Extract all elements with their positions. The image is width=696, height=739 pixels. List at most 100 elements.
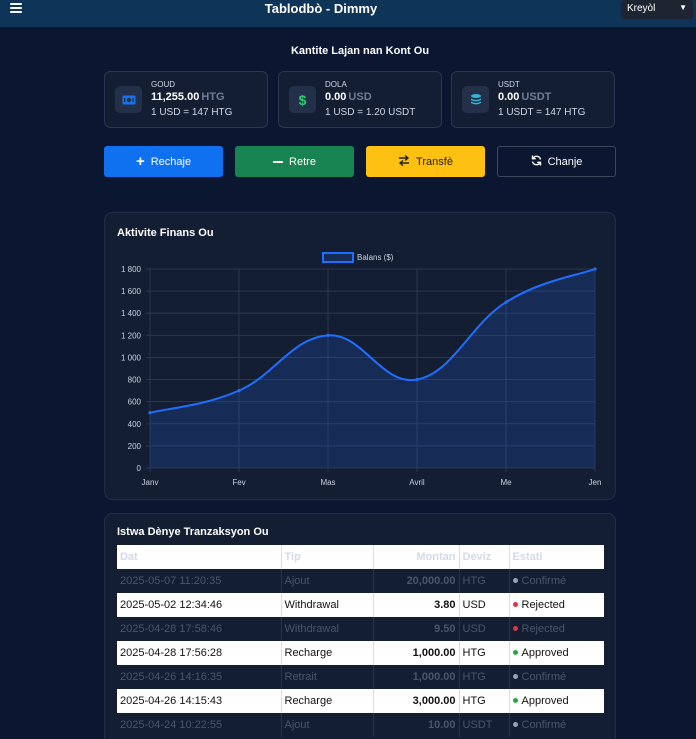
y-tick-label: 200 xyxy=(128,442,142,451)
cell-type: Recharge xyxy=(281,641,374,665)
financial-activity-panel: Aktivite Finans Ou 0 200 400 600 800 1 000 1 2… xyxy=(104,212,616,500)
exchange-rate: 1 USD = 1.20 USDT xyxy=(325,107,416,118)
status-dot-icon xyxy=(512,625,518,631)
status-dot-icon xyxy=(512,601,518,607)
cell-amount: 1,000.00 xyxy=(373,665,460,689)
y-tick-label: 0 xyxy=(137,464,142,473)
sync-icon xyxy=(531,155,542,169)
page-title: Tablodbò - Dimmy xyxy=(264,1,378,16)
x-tick-label: Janv xyxy=(142,478,159,487)
cell-currency: HTG xyxy=(459,569,510,593)
y-tick-label: 1 000 xyxy=(121,353,142,362)
transactions-panel: Istwa Dènye Tranzaksyon Ou Dat Tip Monta… xyxy=(104,513,616,739)
balance-card-label: DOLA xyxy=(325,80,347,89)
balance-amount: 0.00 xyxy=(325,91,347,103)
cell-currency: HTG xyxy=(459,665,510,689)
status-text: Approved xyxy=(521,695,569,707)
balance-card-usdt: USDT 0.00 USDT 1 USDT = 147 HTG xyxy=(451,71,615,128)
status-text: Rejected xyxy=(521,623,565,635)
balances-title: Kantite Lajan nan Kont Ou xyxy=(290,45,430,57)
balance-card-label: GOUD xyxy=(151,80,175,89)
status-dot-icon xyxy=(512,697,518,703)
cell-status: Rejected xyxy=(509,617,604,641)
balance-card-label: USDT xyxy=(498,80,520,89)
exchange-rate: 1 USDT = 147 HTG xyxy=(498,107,586,118)
table-row[interactable]: 2025-04-28 17:58:46 Withdrawal 9.50 USD Reje… xyxy=(117,617,604,641)
recharge-button[interactable]: + Rechaje xyxy=(104,146,223,177)
data-point xyxy=(593,267,597,271)
cell-currency: USD xyxy=(459,593,510,617)
legend-swatch xyxy=(322,252,354,263)
balance-card-value: 11,255.00 HTG xyxy=(151,91,225,103)
series-line xyxy=(149,268,596,414)
exchange-label: Chanje xyxy=(547,155,583,168)
x-tick-label: Mas xyxy=(320,478,335,487)
cell-type: Recharge xyxy=(281,689,374,713)
top-bar: Tablodbò - Dimmy Kreyòl ▼ xyxy=(0,0,696,27)
data-point xyxy=(237,389,241,393)
status-dot-icon xyxy=(512,673,518,679)
transfer-button[interactable]: Transfè xyxy=(366,146,485,177)
withdraw-label: Retre xyxy=(289,155,316,168)
data-point xyxy=(415,377,419,382)
balance-currency: HTG xyxy=(201,91,225,103)
language-select[interactable]: Kreyòl ▼ xyxy=(621,0,693,19)
balance-card-value: 0.00 USDT xyxy=(498,91,551,103)
language-select-value: Kreyòl xyxy=(627,3,656,14)
column-header-currency[interactable]: Deviz xyxy=(459,545,510,569)
balance-currency: USDT xyxy=(521,91,552,103)
balance-card-value: 0.00 USD xyxy=(325,91,372,103)
cell-status: Confirmé xyxy=(509,665,604,689)
cell-status: Rejected xyxy=(509,593,604,617)
balance-chart: 0 200 400 600 800 1 000 1 200 1 400 1 600 1 800 Ja… xyxy=(121,252,601,487)
cell-amount: 3.80 xyxy=(373,593,460,617)
table-row[interactable]: 2025-04-26 14:15:43 Recharge 3,000.00 HTG Ap… xyxy=(117,689,604,713)
y-tick-label: 600 xyxy=(128,398,142,407)
status-text: Confirmé xyxy=(521,719,567,731)
column-header-amount[interactable]: Montan xyxy=(373,545,460,569)
cell-date: 2025-05-02 12:34:46 xyxy=(117,593,282,617)
data-point xyxy=(504,300,508,304)
money-bill-icon xyxy=(115,86,142,113)
y-tick-label: 1 200 xyxy=(121,331,142,340)
table-row[interactable]: 2025-04-26 14:16:35 Retrait 1,000.00 HTG Con… xyxy=(117,665,604,689)
y-tick-label: 1 600 xyxy=(121,287,142,296)
x-tick-label: Me xyxy=(500,478,512,487)
cell-currency: USDT xyxy=(459,713,510,737)
exchange-button[interactable]: Chanje xyxy=(497,146,616,177)
cell-status: Approved xyxy=(509,641,604,665)
table-row[interactable]: 2025-05-07 11:20:35 Ajout 20,000.00 HTG Conf… xyxy=(117,569,604,593)
cell-status: Confirmé xyxy=(509,569,604,593)
y-tick-label: 1 400 xyxy=(121,309,142,318)
cell-date: 2025-05-07 11:20:35 xyxy=(117,569,282,593)
status-dot-icon xyxy=(512,649,518,655)
status-text: Rejected xyxy=(521,599,565,611)
series-area xyxy=(150,269,595,468)
table-row[interactable]: 2025-04-28 17:56:28 Recharge 1,000.00 HTG Ap… xyxy=(117,641,604,665)
data-point xyxy=(148,411,152,415)
cell-type: Ajout xyxy=(281,713,374,737)
chart-title: Aktivite Finans Ou xyxy=(117,227,214,239)
balance-card-dola: $ DOLA 0.00 USD 1 USD = 1.20 USDT xyxy=(278,71,442,128)
cell-type: Withdrawal xyxy=(281,593,374,617)
cell-currency: HTG xyxy=(459,641,510,665)
balance-amount: 0.00 xyxy=(498,91,520,103)
cell-status: Approved xyxy=(509,689,604,713)
cell-amount: 1,000.00 xyxy=(373,641,460,665)
cell-type: Retrait xyxy=(281,665,374,689)
status-text: Confirmé xyxy=(521,575,567,587)
withdraw-button[interactable]: Retre xyxy=(235,146,354,177)
table-header-row: Dat Tip Montan Deviz Estati xyxy=(117,545,604,569)
status-text: Confirmé xyxy=(521,671,567,683)
x-tick-label: Fev xyxy=(232,478,245,487)
cell-date: 2025-04-28 17:56:28 xyxy=(117,641,282,665)
plus-icon: + xyxy=(135,152,145,170)
hamburger-menu-icon[interactable] xyxy=(10,3,22,14)
table-row[interactable]: 2025-05-02 12:34:46 Withdrawal 3.80 USD Reje… xyxy=(117,593,604,617)
coins-icon xyxy=(462,86,489,113)
column-header-date[interactable]: Dat xyxy=(117,545,282,569)
column-header-status[interactable]: Estati xyxy=(509,545,604,569)
column-header-type[interactable]: Tip xyxy=(281,545,374,569)
y-tick-label: 400 xyxy=(128,420,142,429)
table-row[interactable]: 2025-04-24 10:22:55 Ajout 10.00 USDT Confirm… xyxy=(117,713,604,737)
